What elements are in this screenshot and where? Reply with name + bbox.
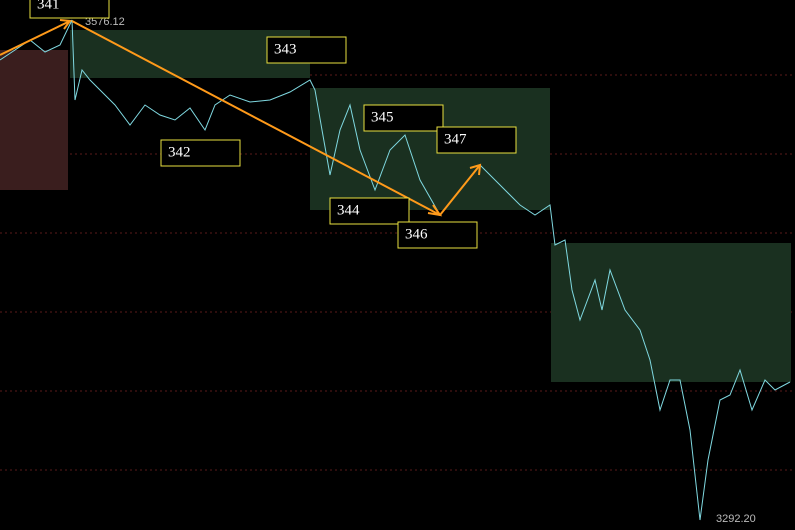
tag-box	[436, 126, 517, 154]
tag-box	[329, 197, 410, 225]
wave-label: 346	[405, 226, 428, 242]
wave-label: 345	[371, 109, 394, 125]
high-price: 3576.12	[85, 16, 125, 28]
zone-green	[551, 243, 791, 382]
low-price: 3292.20	[716, 513, 756, 525]
tag-box	[397, 221, 478, 249]
tag-box	[266, 36, 347, 64]
zone-red	[0, 50, 68, 190]
wave-label: 342	[168, 144, 191, 160]
wave-tags	[29, 0, 517, 249]
tag-box	[29, 0, 110, 19]
wave-arrows	[0, 19, 482, 217]
tag-box	[363, 104, 444, 132]
wave-label: 341	[37, 0, 60, 12]
wave-label: 343	[274, 41, 297, 57]
wave-label: 347	[444, 131, 467, 147]
price-line	[0, 19, 791, 521]
wave-label: 344	[337, 202, 360, 218]
tag-box	[160, 139, 241, 167]
